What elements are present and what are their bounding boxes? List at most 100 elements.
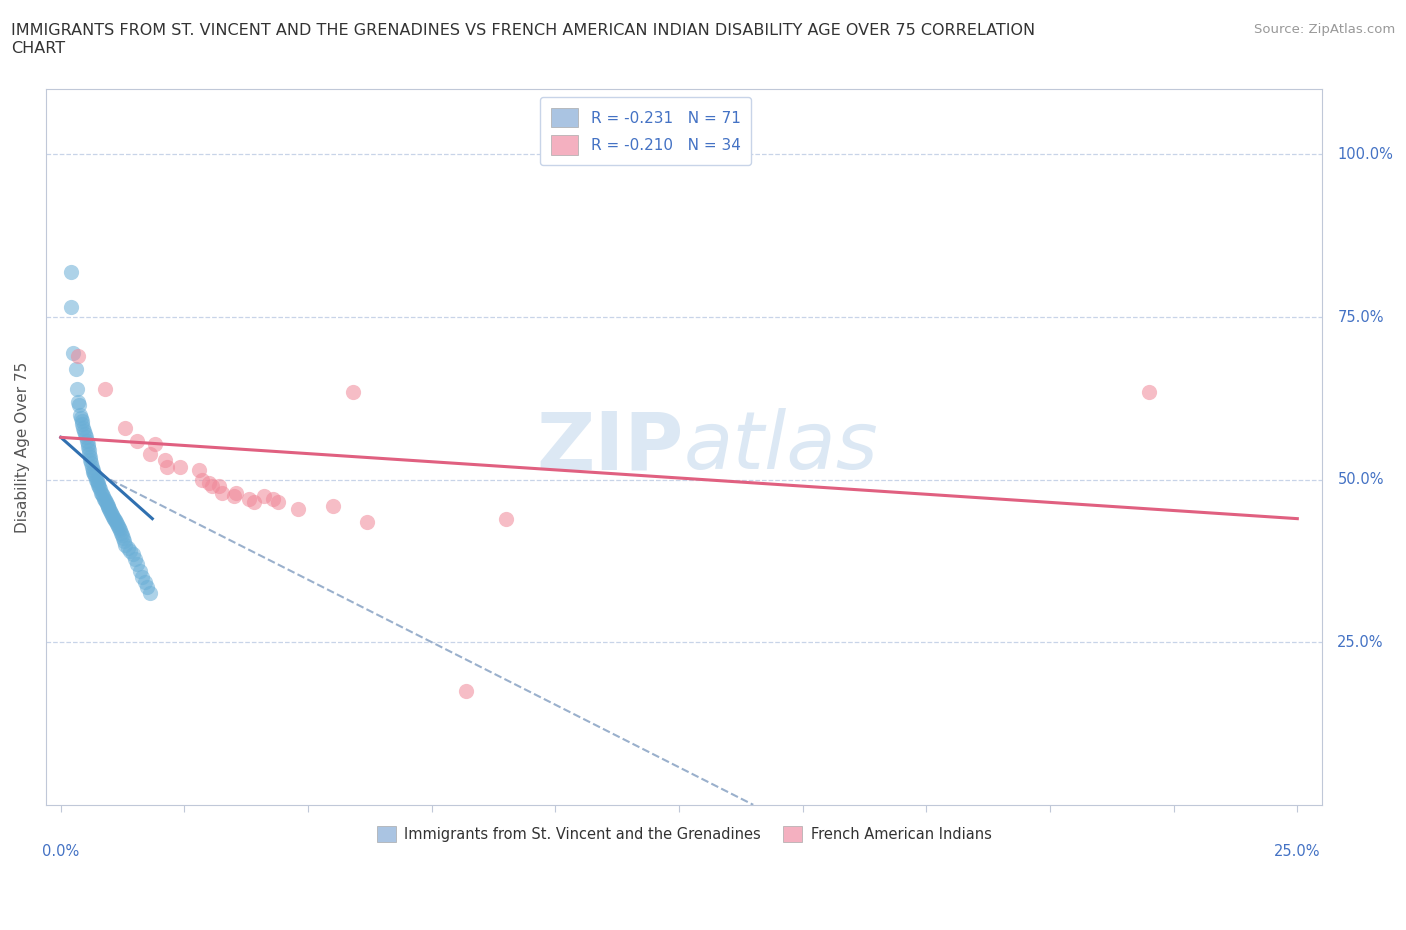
Point	[98, 501, 121, 516]
Point	[263, 492, 285, 507]
Point	[73, 427, 96, 442]
Point	[100, 506, 122, 521]
Point	[156, 459, 179, 474]
Point	[59, 299, 82, 314]
Point	[103, 512, 125, 526]
Point	[110, 525, 132, 540]
Point	[456, 684, 478, 698]
Point	[118, 544, 141, 559]
Point	[136, 579, 159, 594]
Point	[82, 459, 104, 474]
Point	[89, 480, 111, 495]
Point	[69, 410, 91, 425]
Point	[87, 477, 110, 492]
Point	[86, 472, 108, 487]
Point	[127, 433, 149, 448]
Point	[322, 498, 344, 513]
Point	[108, 521, 131, 536]
Text: Source: ZipAtlas.com: Source: ZipAtlas.com	[1254, 23, 1395, 36]
Point	[62, 345, 84, 360]
Point	[96, 495, 118, 510]
Point	[76, 436, 98, 451]
Point	[143, 436, 166, 451]
Point	[75, 430, 97, 445]
Point	[342, 384, 364, 399]
Legend: Immigrants from St. Vincent and the Grenadines, French American Indians: Immigrants from St. Vincent and the Gren…	[371, 820, 997, 847]
Point	[94, 493, 117, 508]
Point	[356, 514, 378, 529]
Point	[222, 488, 245, 503]
Point	[67, 349, 90, 364]
Point	[191, 472, 214, 487]
Text: 50.0%: 50.0%	[1337, 472, 1384, 487]
Point	[97, 498, 120, 513]
Point	[82, 464, 104, 479]
Point	[208, 479, 231, 494]
Point	[121, 547, 143, 562]
Point	[134, 575, 156, 590]
Point	[79, 449, 101, 464]
Point	[103, 510, 125, 525]
Point	[79, 446, 101, 461]
Text: IMMIGRANTS FROM ST. VINCENT AND THE GRENADINES VS FRENCH AMERICAN INDIAN DISABIL: IMMIGRANTS FROM ST. VINCENT AND THE GREN…	[11, 23, 1035, 56]
Text: 25.0%: 25.0%	[1337, 634, 1384, 650]
Point	[108, 523, 131, 538]
Point	[66, 381, 89, 396]
Point	[72, 420, 94, 435]
Point	[80, 456, 103, 471]
Point	[93, 492, 115, 507]
Point	[86, 473, 108, 488]
Point	[242, 495, 264, 510]
Point	[67, 394, 90, 409]
Point	[188, 462, 211, 477]
Point	[112, 534, 135, 549]
Point	[124, 551, 146, 566]
Point	[79, 453, 101, 468]
Point	[77, 440, 100, 455]
Point	[112, 531, 135, 546]
Point	[105, 516, 128, 531]
Point	[238, 492, 260, 507]
Point	[139, 586, 162, 601]
Point	[105, 514, 128, 529]
Point	[111, 527, 134, 542]
Point	[101, 508, 124, 523]
Point	[139, 446, 162, 461]
Point	[127, 557, 149, 572]
Point	[65, 362, 87, 377]
Point	[82, 462, 104, 477]
Point	[90, 485, 112, 500]
Point	[225, 485, 247, 500]
Point	[87, 475, 110, 490]
Text: 100.0%: 100.0%	[1337, 147, 1393, 162]
Point	[77, 443, 100, 458]
Point	[198, 475, 221, 490]
Point	[76, 433, 98, 448]
Text: ZIP: ZIP	[537, 408, 683, 486]
Text: 0.0%: 0.0%	[42, 844, 79, 859]
Point	[67, 397, 90, 412]
Y-axis label: Disability Age Over 75: Disability Age Over 75	[15, 362, 30, 533]
Point	[89, 482, 111, 497]
Point	[72, 423, 94, 438]
Point	[287, 501, 309, 516]
Point	[153, 453, 176, 468]
Point	[117, 540, 139, 555]
Point	[201, 479, 224, 494]
Point	[96, 497, 118, 512]
Point	[70, 414, 93, 429]
Text: atlas: atlas	[683, 408, 879, 486]
Point	[98, 503, 121, 518]
Point	[131, 570, 153, 585]
Point	[267, 495, 290, 510]
Point	[97, 499, 120, 514]
Point	[69, 407, 91, 422]
Point	[83, 467, 105, 482]
Point	[70, 417, 93, 432]
Point	[252, 488, 274, 503]
Point	[91, 486, 114, 501]
Point	[104, 512, 127, 527]
Point	[114, 420, 136, 435]
Point	[211, 485, 233, 500]
Point	[114, 538, 136, 552]
